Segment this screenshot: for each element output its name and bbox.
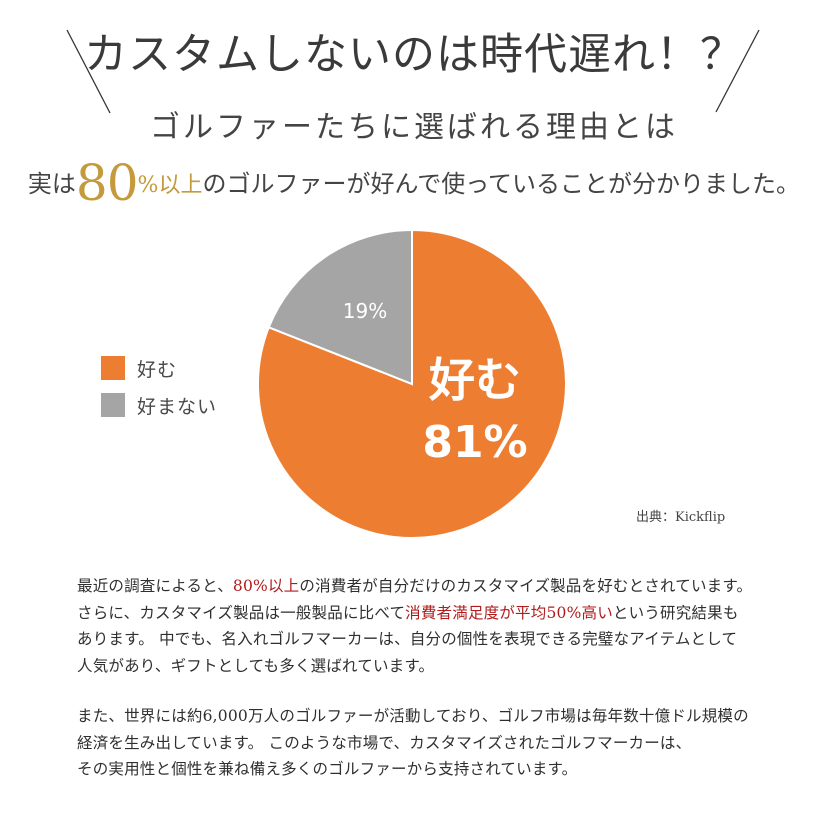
para1-line1: 最近の調査によると、80%以上の消費者が自分だけのカスタマイズ製品を好むとされて… <box>77 573 767 600</box>
slice-label-like-name: 好む <box>429 353 521 407</box>
highlight-satisfaction: 消費者満足度が平均50%高い <box>405 603 613 622</box>
para2-line2: 経済を生み出しています。 このような市場で、カスタマイズされたゴルフマーカーは、 <box>77 733 692 752</box>
pie-slice-dislike <box>267 228 413 386</box>
slice-label-dislike: 19% <box>342 299 388 323</box>
para1-line4: 人気があり、ギフトとしても多く選ばれています。 <box>77 656 435 675</box>
claim-unit: %以上 <box>137 173 203 198</box>
claim-prefix: 実は <box>27 170 76 198</box>
body-paragraph-2: また、世界には約6,000万人のゴルファーが活動しており、ゴルフ市場は毎年数十億… <box>77 703 767 783</box>
text: 最近の調査によると、 <box>77 577 233 595</box>
headline: カスタムしないのは時代遅れ！？ <box>84 30 744 80</box>
para2-line3: その実用性と個性を兼ね備え多くのゴルファーから支持されています。 <box>77 760 578 778</box>
highlight-80-percent: 80%以上 <box>232 577 300 595</box>
legend-swatch-like <box>101 356 125 380</box>
legend-label-like: 好む <box>137 358 178 381</box>
body-paragraph-1: 最近の調査によると、80%以上の消費者が自分だけのカスタマイズ製品を好むとされて… <box>77 573 767 679</box>
right-slash-line <box>715 29 760 113</box>
claim-line: 実は80%以上のゴルファーが好んで使っていることが分かりました。 <box>0 158 828 208</box>
legend-swatch-dislike <box>101 393 125 417</box>
para1-line3: あります。 中でも、名入れゴルフマーカーは、自分の個性を表現できる完璧なアイテム… <box>77 630 738 648</box>
slice-label-like-value: 81% <box>422 417 528 468</box>
pie-chart <box>257 228 567 539</box>
decorative-slashes <box>66 29 760 114</box>
text: という研究結果も <box>612 603 739 622</box>
source-citation: 出典：Kickflip <box>636 510 726 525</box>
para2-line1: また、世界には約6,000万人のゴルファーが活動しており、ゴルフ市場は毎年数十億… <box>77 707 749 725</box>
left-slash-line <box>66 29 111 114</box>
para1-line2: さらに、カスタマイズ製品は一般製品に比べて消費者満足度が平均50%高いという研究… <box>77 600 767 627</box>
legend-item-dislike: 好まない <box>101 393 218 418</box>
legend-label-dislike: 好まない <box>137 395 218 418</box>
subheadline: ゴルファーたちに選ばれる理由とは <box>150 110 678 145</box>
legend-item-like: 好む <box>101 356 178 381</box>
claim-number: 80 <box>75 154 139 212</box>
text: さらに、カスタマイズ製品は一般製品に比べて <box>77 603 406 622</box>
claim-suffix: のゴルファーが好んで使っていることが分かりました。 <box>202 170 801 198</box>
text: の消費者が自分だけのカスタマイズ製品を好むとされています。 <box>299 577 753 595</box>
